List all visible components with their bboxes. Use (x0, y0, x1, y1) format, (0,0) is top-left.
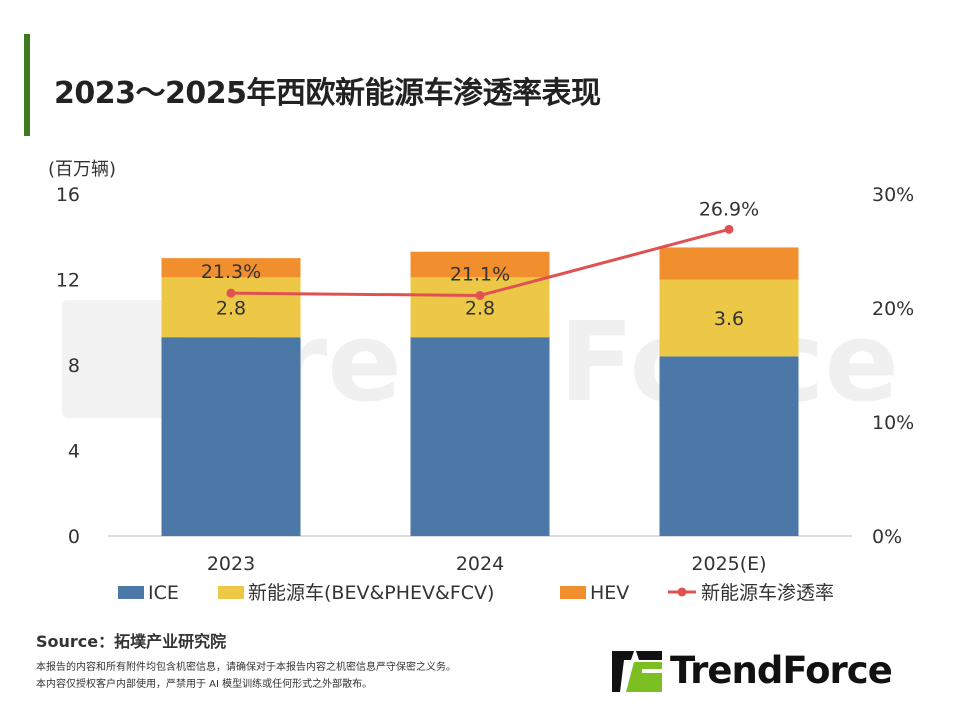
bar-hev (410, 251, 550, 278)
source-note: Source：拓墣产业研究院 (36, 632, 227, 651)
legend-swatch-nev (218, 586, 244, 599)
x-tick-label: 2024 (456, 553, 504, 575)
disclaimer-line-1: 本报告的内容和所有附件均包含机密信息，请确保对于本报告内容之机密信息严守保密之义… (36, 662, 456, 673)
y2-tick-label: 0% (872, 526, 902, 548)
bar-nev (410, 277, 550, 338)
rate-point (475, 290, 485, 300)
y-tick-label: 12 (56, 270, 80, 292)
x-tick-label: 2023 (207, 553, 255, 575)
rate-point (226, 288, 236, 298)
x-tick-label: 2025(E) (691, 553, 766, 575)
trendforce-logo: TrendForce (612, 648, 893, 692)
data-label-nev: 2.8 (465, 297, 495, 319)
data-label-nev: 2.8 (216, 297, 246, 319)
data-label-rate: 21.1% (450, 263, 510, 285)
data-label-rate: 21.3% (201, 261, 261, 283)
bar-nev (659, 279, 799, 357)
y-tick-label: 4 (68, 441, 80, 463)
trendforce-logo-text: TrendForce (670, 648, 893, 692)
bar-ice (161, 337, 301, 536)
legend-label: 新能源车(BEV&PHEV&FCV) (248, 582, 494, 604)
y2-tick-label: 30% (872, 184, 914, 206)
y2-tick-label: 20% (872, 298, 914, 320)
y-tick-label: 0 (68, 526, 80, 548)
rate-point (724, 224, 734, 234)
legend-label: 新能源车渗透率 (701, 582, 834, 604)
y-tick-label: 16 (56, 184, 80, 206)
legend-label: ICE (148, 582, 179, 604)
legend-swatch-hev (560, 586, 586, 599)
legend-label: HEV (590, 582, 629, 604)
bar-ice (659, 356, 799, 536)
data-label-nev: 3.6 (714, 308, 744, 330)
bar-nev (161, 277, 301, 338)
y-tick-label: 8 (68, 355, 80, 377)
title-accent-bar (24, 34, 30, 136)
legend-swatch-ice (118, 586, 144, 599)
y2-tick-label: 10% (872, 412, 914, 434)
data-label-rate: 26.9% (699, 198, 759, 220)
trendforce-logo-icon (612, 651, 662, 692)
legend-swatch-rate-point (677, 587, 687, 597)
bar-hev (659, 247, 799, 280)
bar-ice (410, 337, 550, 536)
bar-hev (161, 258, 301, 278)
watermark-logo (62, 300, 182, 418)
disclaimer-line-2: 本内容仅授权客户内部使用，严禁用于 AI 模型训练或任何形式之外部散布。 (36, 679, 373, 690)
page-title: 2023～2025年西欧新能源车渗透率表现 (54, 76, 601, 111)
y-axis-label: (百万辆) (48, 159, 116, 180)
